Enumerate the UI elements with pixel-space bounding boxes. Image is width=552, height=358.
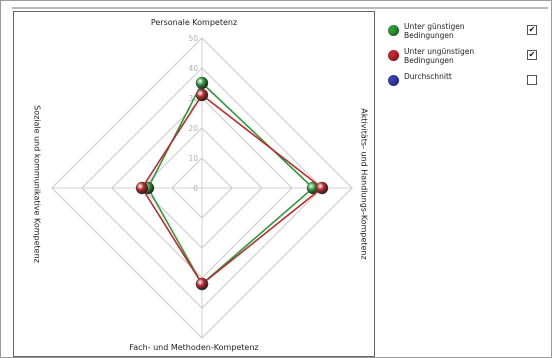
tick-label: 50 bbox=[188, 34, 198, 43]
tick-label: 0 bbox=[193, 184, 198, 193]
legend-checkbox[interactable]: ✔ bbox=[527, 25, 537, 35]
radar-plot-area: 0 10 20 30 40 50 Personale Kompetenz Aktivitä… bbox=[13, 11, 375, 357]
legend-label: Unter ungünstigen Bedingungen bbox=[404, 47, 475, 65]
tick-label: 40 bbox=[188, 64, 198, 73]
legend-label: Durchschnitt bbox=[404, 72, 452, 81]
legend: Unter günstigen Bedingungen ✔ Unter ungü… bbox=[388, 22, 548, 97]
legend-item-durchschnitt[interactable]: Durchschnitt bbox=[388, 72, 548, 94]
tick-label: 20 bbox=[188, 124, 198, 133]
legend-label: Unter günstigen Bedingungen bbox=[404, 22, 465, 40]
legend-marker-blue bbox=[388, 75, 399, 86]
legend-marker-red bbox=[388, 50, 399, 61]
series-line bbox=[141, 93, 324, 286]
legend-checkbox[interactable]: ✔ bbox=[527, 50, 537, 60]
axis-label-bottom: Fach- und Methoden-Kompetenz bbox=[129, 343, 259, 352]
tick-label: 10 bbox=[188, 154, 198, 163]
axis-label-top: Personale Kompetenz bbox=[150, 18, 238, 27]
data-point bbox=[195, 76, 209, 90]
data-point bbox=[135, 181, 149, 195]
axis-label-right: Aktivitäts- und Handlungs-Kompetenz bbox=[359, 108, 369, 260]
legend-item-unguenstig[interactable]: Unter ungünstigen Bedingungen ✔ bbox=[388, 47, 548, 69]
data-point bbox=[195, 88, 209, 102]
legend-checkbox[interactable] bbox=[527, 75, 537, 85]
legend-item-guenstig[interactable]: Unter günstigen Bedingungen ✔ bbox=[388, 22, 548, 44]
data-point bbox=[195, 277, 209, 291]
axis-label-left: Soziale und kommunikative Kompetenz bbox=[32, 105, 42, 263]
legend-marker-green bbox=[388, 25, 399, 36]
data-point bbox=[315, 181, 329, 195]
top-divider bbox=[12, 7, 548, 9]
